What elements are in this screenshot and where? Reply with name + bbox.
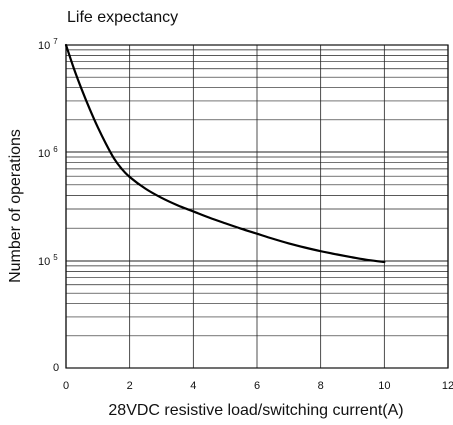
chart-title: Life expectancy (67, 9, 178, 26)
y-tick-label: 0 (53, 362, 59, 374)
x-tick-label: 8 (318, 380, 324, 392)
grid (65, 44, 449, 369)
plot-frame (65, 44, 449, 369)
series-line (64, 43, 386, 264)
x-axis-ticks: 0 2 4 6 8 10 12 (63, 380, 453, 392)
y-tick-label: 10 6 (38, 145, 58, 160)
x-tick-label: 2 (127, 380, 133, 392)
x-tick-label: 12 (442, 380, 453, 392)
y-tick-label: 10 5 (38, 253, 58, 268)
x-tick-label: 10 (378, 380, 390, 392)
y-tick-label: 10 7 (38, 37, 58, 52)
x-tick-label: 0 (63, 380, 69, 392)
x-tick-label: 6 (254, 380, 260, 392)
y-axis-label: Number of operations (7, 129, 24, 283)
x-axis-label: 28VDC resistive load/switching current(A… (108, 402, 403, 419)
x-tick-label: 4 (190, 380, 196, 392)
